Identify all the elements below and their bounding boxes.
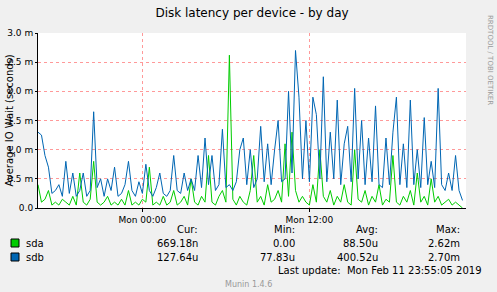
- svg-text:2.5 m: 2.5 m: [7, 57, 33, 67]
- svg-text:Munin 1.4.6: Munin 1.4.6: [225, 280, 272, 289]
- svg-text:88.50u: 88.50u: [343, 238, 378, 249]
- svg-text:0.5 m: 0.5 m: [7, 174, 33, 184]
- svg-text:2.62m: 2.62m: [428, 238, 460, 249]
- svg-text:2.0 m: 2.0 m: [7, 86, 33, 96]
- svg-text:Cur:: Cur:: [177, 224, 198, 235]
- svg-text:2.70m: 2.70m: [428, 252, 460, 263]
- svg-text:77.83u: 77.83u: [260, 252, 295, 263]
- svg-text:0.00: 0.00: [273, 238, 295, 249]
- svg-text:400.52u: 400.52u: [337, 252, 378, 263]
- svg-text:0.0: 0.0: [19, 203, 34, 213]
- svg-text:Last update: Mon Feb 11 23:55: Last update: Mon Feb 11 23:55:05 2019: [278, 265, 482, 276]
- svg-text:Disk latency per device - by d: Disk latency per device - by day: [155, 6, 348, 20]
- svg-text:Max:: Max:: [436, 224, 460, 235]
- svg-text:Mon 12:00: Mon 12:00: [286, 215, 334, 225]
- svg-text:1.5 m: 1.5 m: [7, 116, 33, 126]
- svg-text:Avg:: Avg:: [356, 224, 378, 235]
- svg-text:RRDTOOL / TOBI OETIKER: RRDTOOL / TOBI OETIKER: [486, 15, 494, 105]
- svg-text:Average IO Wait (seconds): Average IO Wait (seconds): [4, 54, 15, 186]
- svg-text:Min:: Min:: [274, 224, 295, 235]
- svg-text:669.18n: 669.18n: [157, 238, 198, 249]
- svg-text:1.0 m: 1.0 m: [7, 145, 33, 155]
- svg-text:Mon 00:00: Mon 00:00: [118, 215, 166, 225]
- svg-text:sdb: sdb: [26, 252, 44, 263]
- svg-text:3.0 m: 3.0 m: [7, 28, 33, 38]
- svg-text:sda: sda: [26, 238, 44, 249]
- svg-text:127.64u: 127.64u: [157, 252, 198, 263]
